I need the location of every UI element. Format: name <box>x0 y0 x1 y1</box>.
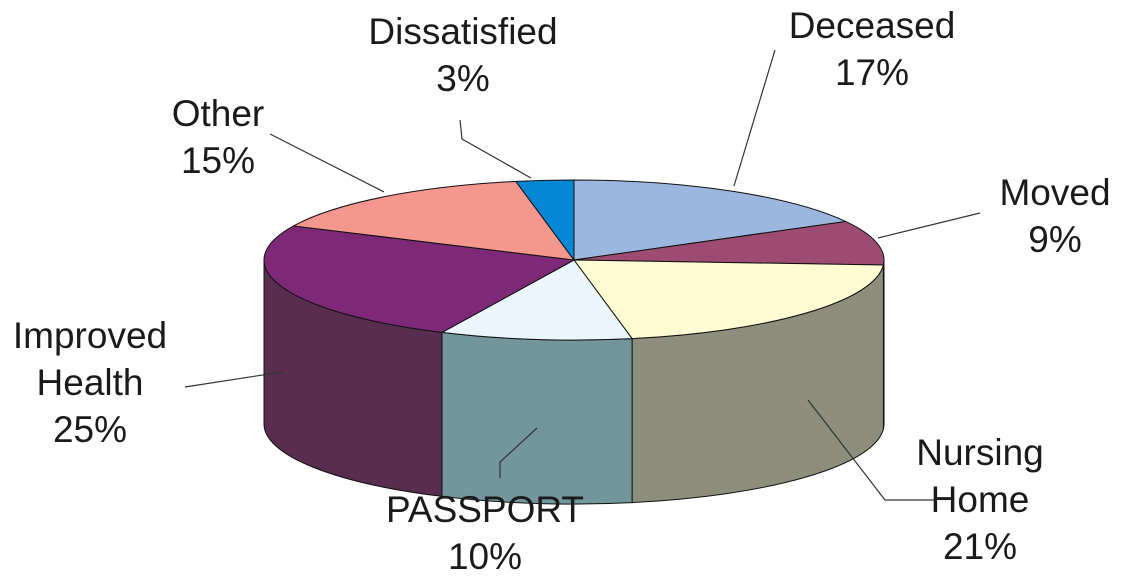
pie-leader-lines <box>184 49 981 501</box>
leader-line-dissatisfied <box>459 119 532 179</box>
leader-line-moved <box>877 212 981 239</box>
slice-label-passport: PASSPORT 10% <box>386 489 584 577</box>
pie-labels: Deceased 17% Moved 9% Nursing Home 21% PASSPORT… <box>13 5 1111 577</box>
pie-tops <box>263 179 885 341</box>
pie-slice-improved-health <box>263 225 575 333</box>
slice-value-deceased: 17% <box>835 52 909 93</box>
slice-value-other: 15% <box>181 140 255 181</box>
pie-slice-moved <box>573 220 885 266</box>
slice-label-other: Other 15% <box>172 93 265 181</box>
slice-label-nursing-home: Nursing Home 21% <box>916 432 1044 567</box>
slice-name-nursing-home: Home <box>931 479 1030 520</box>
slice-name-dissatisfied: Dissatisfied <box>368 11 557 52</box>
slice-value-moved: 9% <box>1028 219 1081 260</box>
pie-slice-dissatisfied <box>515 179 575 261</box>
leader-line-passport <box>499 427 538 478</box>
slice-label-dissatisfied: Dissatisfied 3% <box>368 11 557 99</box>
slice-value-nursing-home: 21% <box>943 526 1017 567</box>
pie-slice-other <box>293 180 575 261</box>
pie-side-passport <box>441 331 633 505</box>
slice-value-passport: 10% <box>448 536 522 577</box>
slice-value-dissatisfied: 3% <box>436 58 489 99</box>
slice-name-other: Other <box>172 93 265 134</box>
slice-label-improved-health: Improved Health 25% <box>13 315 167 450</box>
pie-slice-deceased <box>573 179 847 261</box>
pie-slice-nursing-home <box>573 259 884 340</box>
slice-value-improved-health: 25% <box>53 409 127 450</box>
pie-sides <box>263 259 885 505</box>
slice-label-moved: Moved 9% <box>999 172 1110 260</box>
slice-label-deceased: Deceased 17% <box>789 5 956 93</box>
slice-name-improved-health: Improved <box>13 315 167 356</box>
pie-slice-passport <box>441 259 633 341</box>
slice-name-passport: PASSPORT <box>386 489 584 530</box>
slice-name-moved: Moved <box>999 172 1110 213</box>
leader-line-nursing-home <box>807 399 935 501</box>
leader-line-deceased <box>733 49 776 187</box>
slice-name-nursing-home: Nursing <box>916 432 1044 473</box>
slice-name-improved-health: Health <box>37 362 144 403</box>
leader-line-other <box>269 133 385 193</box>
slice-name-deceased: Deceased <box>789 5 956 46</box>
leader-line-improved-health <box>184 371 283 388</box>
